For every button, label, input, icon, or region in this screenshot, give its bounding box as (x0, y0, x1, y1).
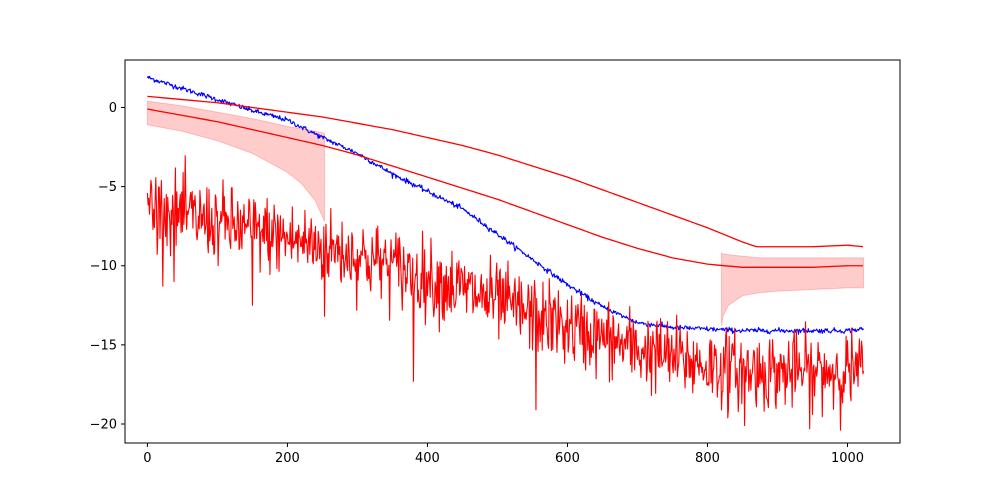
x-tick-label: 800 (695, 451, 720, 466)
y-tick-label: −5 (98, 180, 117, 195)
y-tick-label: −10 (90, 259, 117, 274)
x-tick-label: 1000 (831, 451, 864, 466)
x-tick-label: 0 (143, 451, 151, 466)
series-lines (146, 75, 865, 431)
x-tick-label: 400 (415, 451, 440, 466)
confidence-bands (146, 100, 865, 326)
series-line-4 (146, 155, 865, 431)
confidence-band-1 (146, 100, 326, 222)
y-tick-label: −15 (90, 338, 117, 353)
y-tick-label: −20 (90, 418, 117, 433)
y-tick-label: 0 (109, 101, 117, 116)
x-tick-label: 600 (555, 451, 580, 466)
series-line-1 (146, 75, 865, 335)
confidence-band-2 (720, 252, 865, 326)
x-axis: 0 200 400 600 800 1000 (143, 443, 864, 466)
series-line-3 (147, 108, 863, 268)
x-tick-label: 200 (275, 451, 300, 466)
y-axis: 0 −5 −10 −15 −20 (90, 101, 125, 433)
plot-frame (124, 59, 901, 444)
series-line-2 (147, 95, 863, 248)
